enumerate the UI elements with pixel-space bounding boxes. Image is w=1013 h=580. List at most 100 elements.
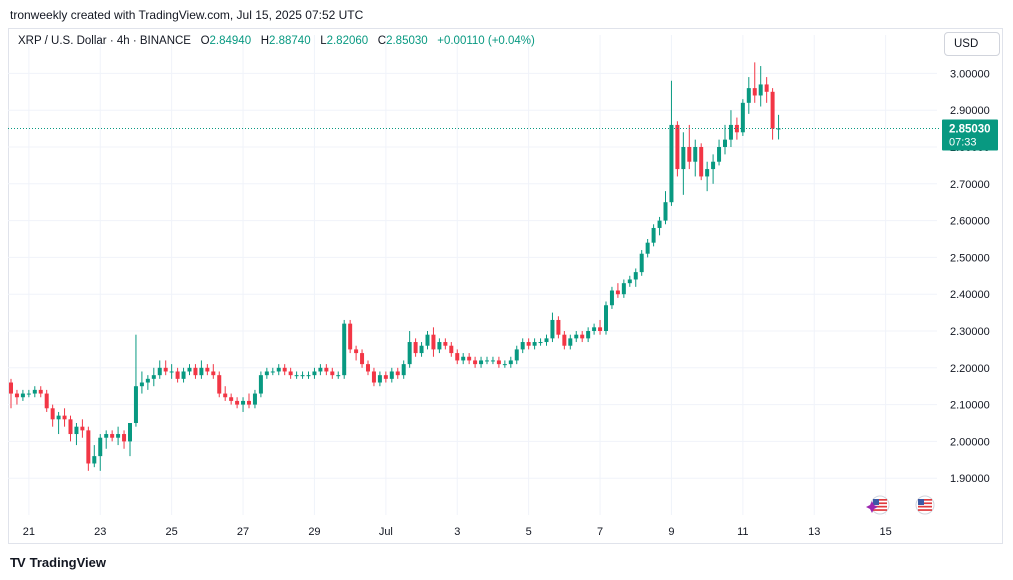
- candle[interactable]: [473, 356, 478, 368]
- candle[interactable]: [663, 191, 668, 225]
- candle[interactable]: [294, 371, 299, 379]
- candle[interactable]: [687, 124, 692, 170]
- chart-panel[interactable]: [8, 28, 1003, 544]
- candle[interactable]: [627, 275, 632, 287]
- candle[interactable]: [270, 367, 275, 376]
- candle[interactable]: [217, 371, 222, 398]
- candle[interactable]: [562, 331, 567, 350]
- candle[interactable]: [187, 364, 192, 376]
- candle[interactable]: [407, 331, 412, 368]
- candle[interactable]: [508, 356, 513, 368]
- candle[interactable]: [705, 161, 710, 192]
- candle[interactable]: [98, 434, 103, 471]
- candle[interactable]: [68, 415, 73, 442]
- candle[interactable]: [556, 316, 561, 339]
- candle[interactable]: [20, 389, 25, 401]
- candle[interactable]: [235, 397, 240, 409]
- candle[interactable]: [574, 331, 579, 343]
- candle[interactable]: [377, 371, 382, 387]
- candle[interactable]: [44, 389, 49, 412]
- candle[interactable]: [383, 371, 388, 383]
- candle[interactable]: [116, 426, 121, 446]
- candle[interactable]: [163, 360, 168, 376]
- candle[interactable]: [205, 364, 210, 376]
- candle[interactable]: [621, 279, 626, 298]
- candle[interactable]: [740, 99, 745, 136]
- candle[interactable]: [520, 338, 525, 354]
- candle[interactable]: [615, 283, 620, 298]
- candle[interactable]: [485, 356, 489, 365]
- candle[interactable]: [651, 224, 656, 247]
- candle[interactable]: [568, 334, 573, 350]
- sparkle-icon[interactable]: [866, 501, 878, 513]
- candle[interactable]: [389, 367, 394, 383]
- candle[interactable]: [693, 139, 698, 177]
- candle[interactable]: [354, 345, 359, 361]
- candle[interactable]: [532, 338, 537, 350]
- candle[interactable]: [9, 378, 13, 409]
- candle[interactable]: [26, 389, 31, 398]
- candle[interactable]: [151, 367, 156, 387]
- candle[interactable]: [336, 371, 341, 379]
- candle[interactable]: [330, 367, 335, 379]
- candle[interactable]: [526, 338, 531, 350]
- candle[interactable]: [580, 331, 585, 343]
- candle[interactable]: [276, 364, 281, 376]
- candle[interactable]: [169, 364, 174, 379]
- candle[interactable]: [419, 342, 424, 357]
- candle[interactable]: [604, 301, 608, 335]
- candle[interactable]: [366, 360, 370, 376]
- candle[interactable]: [764, 77, 769, 103]
- candle[interactable]: [645, 239, 650, 258]
- candle[interactable]: [211, 364, 216, 379]
- candle[interactable]: [62, 408, 67, 427]
- candle[interactable]: [598, 319, 603, 335]
- candle[interactable]: [56, 411, 61, 435]
- candle[interactable]: [342, 319, 347, 379]
- candle[interactable]: [128, 423, 132, 457]
- candle[interactable]: [443, 338, 448, 350]
- candle[interactable]: [711, 154, 716, 184]
- candle[interactable]: [86, 426, 91, 471]
- candle[interactable]: [455, 349, 460, 365]
- candle[interactable]: [324, 364, 329, 376]
- candle[interactable]: [502, 360, 507, 368]
- candle[interactable]: [14, 389, 19, 405]
- candle[interactable]: [241, 397, 246, 412]
- candle[interactable]: [592, 323, 597, 335]
- candle[interactable]: [633, 268, 638, 287]
- candle[interactable]: [252, 389, 257, 409]
- candle[interactable]: [609, 286, 614, 309]
- candle[interactable]: [264, 367, 269, 379]
- candle[interactable]: [229, 393, 234, 405]
- candle[interactable]: [247, 393, 251, 409]
- candle[interactable]: [770, 88, 775, 140]
- candle[interactable]: [133, 334, 138, 427]
- candle[interactable]: [538, 338, 543, 346]
- candle[interactable]: [80, 419, 85, 438]
- candle[interactable]: [223, 386, 228, 401]
- candle[interactable]: [145, 375, 150, 390]
- candle[interactable]: [657, 216, 662, 236]
- candle[interactable]: [776, 114, 781, 140]
- candle[interactable]: [282, 364, 287, 376]
- tradingview-brand[interactable]: TV TradingView: [10, 555, 106, 570]
- candle[interactable]: [413, 338, 418, 357]
- candle[interactable]: [752, 62, 757, 103]
- candle[interactable]: [199, 360, 204, 379]
- candle[interactable]: [50, 404, 55, 427]
- candle[interactable]: [746, 77, 751, 114]
- us-flag-event-icon[interactable]: [915, 495, 935, 515]
- candle[interactable]: [675, 121, 680, 177]
- candle[interactable]: [586, 327, 591, 343]
- candle[interactable]: [32, 386, 37, 398]
- candle[interactable]: [175, 367, 180, 383]
- candle[interactable]: [122, 430, 127, 449]
- candle[interactable]: [490, 356, 495, 365]
- candle[interactable]: [479, 356, 484, 368]
- candle[interactable]: [258, 371, 263, 398]
- candle[interactable]: [181, 367, 186, 383]
- candle[interactable]: [288, 367, 293, 379]
- candle[interactable]: [92, 445, 97, 468]
- candle[interactable]: [461, 353, 466, 365]
